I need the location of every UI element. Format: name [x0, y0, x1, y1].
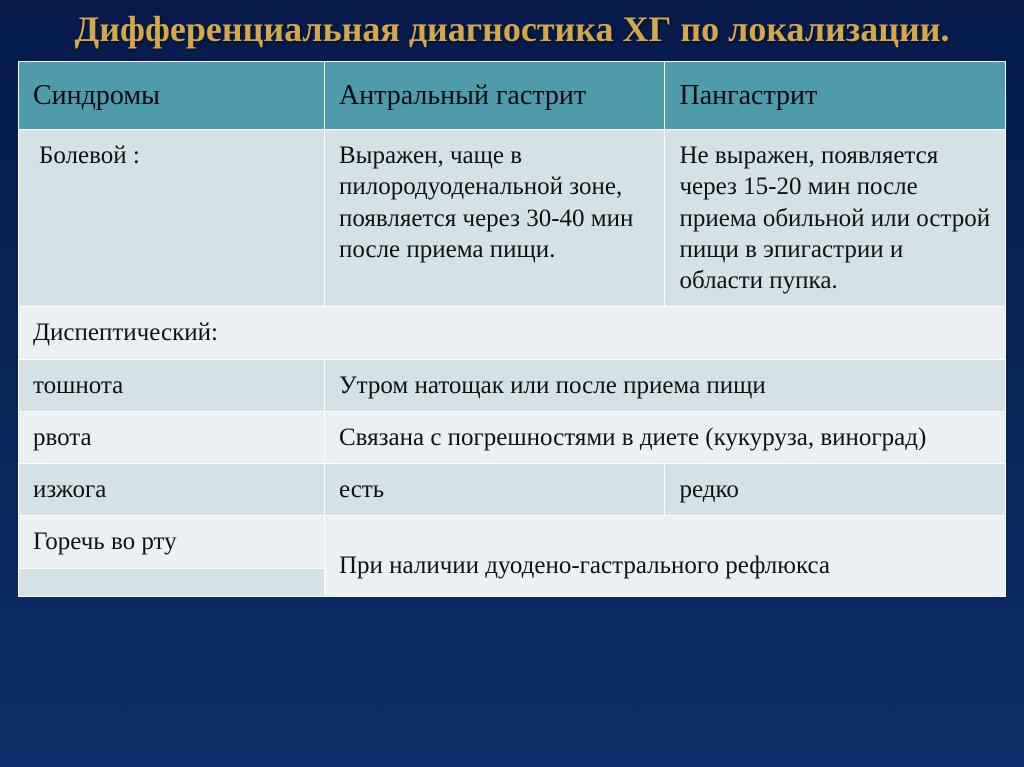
table-cell: При наличии дуодено-гастрального рефлюкс…: [324, 516, 1005, 596]
table-cell: рвота: [19, 411, 325, 463]
table-cell: Выражен, чаще в пилородуоденальной зоне,…: [324, 130, 665, 307]
table-row: тошнота Утром натощак или после приема п…: [19, 359, 1006, 411]
slide-container: Дифференциальная диагностика ХГ по локал…: [0, 0, 1024, 767]
table-cell: изжога: [19, 464, 325, 516]
table-cell: тошнота: [19, 359, 325, 411]
table-row: Горечь во рту При наличии дуодено-гастра…: [19, 516, 1006, 568]
table-cell-empty: [19, 568, 325, 596]
table-row: Диспептический:: [19, 307, 1006, 359]
table-cell: Горечь во рту: [19, 516, 325, 568]
diagnosis-table: Синдромы Антральный гастрит Пангастрит Б…: [18, 61, 1006, 597]
header-cell: Синдромы: [19, 62, 325, 130]
header-cell: Антральный гастрит: [324, 62, 665, 130]
table-header-row: Синдромы Антральный гастрит Пангастрит: [19, 62, 1006, 130]
header-cell: Пангастрит: [665, 62, 1006, 130]
table-row: рвота Связана с погрешностями в диете (к…: [19, 411, 1006, 463]
table-cell: Утром натощак или после приема пищи: [324, 359, 1005, 411]
table-cell: Связана с погрешностями в диете (кукуруз…: [324, 411, 1005, 463]
table-wrapper: Синдромы Антральный гастрит Пангастрит Б…: [0, 61, 1024, 767]
table-row: изжога есть редко: [19, 464, 1006, 516]
table-cell: есть: [324, 464, 665, 516]
slide-title: Дифференциальная диагностика ХГ по локал…: [0, 0, 1024, 61]
table-cell: редко: [665, 464, 1006, 516]
table-row: Болевой : Выражен, чаще в пилородуоденал…: [19, 130, 1006, 307]
table-cell: Диспептический:: [19, 307, 1006, 359]
table-cell: Болевой :: [19, 130, 325, 307]
table-cell: Не выражен, появляется через 15-20 мин п…: [665, 130, 1006, 307]
